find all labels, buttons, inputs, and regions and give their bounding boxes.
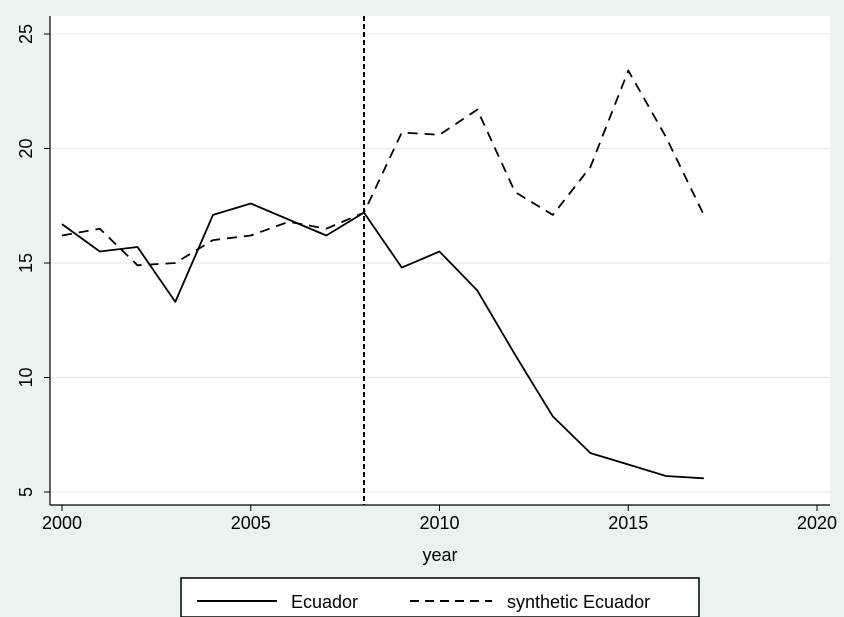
series-line-ecuador — [61, 202, 704, 480]
x-tick-label-2000: 2000 — [42, 513, 82, 533]
y-tick-label-15: 15 — [16, 253, 36, 273]
x-tick-label-2015: 2015 — [608, 513, 648, 533]
series-group — [61, 69, 705, 480]
y-tick-label-25: 25 — [16, 24, 36, 44]
y-tick-label-20: 20 — [16, 138, 36, 158]
tick-labels: 5 10 15 20 25 2000 2005 2010 2015 2020 — [16, 24, 837, 533]
x-tick-label-2010: 2010 — [419, 513, 459, 533]
gridlines — [50, 33, 830, 493]
x-tick-label-2020: 2020 — [797, 513, 837, 533]
x-tick-label-2005: 2005 — [231, 513, 271, 533]
legend-box — [180, 577, 700, 617]
legend: Ecuador synthetic Ecuador — [180, 577, 700, 617]
plot-area — [50, 16, 830, 505]
x-axis-title: year — [422, 545, 457, 565]
y-tick-label-5: 5 — [16, 487, 36, 497]
legend-label-synthetic-ecuador: synthetic Ecuador — [507, 592, 650, 612]
series-line-synthetic-ecuador — [61, 69, 705, 267]
y-tick-label-10: 10 — [16, 367, 36, 387]
axes — [44, 16, 830, 511]
legend-label-ecuador: Ecuador — [291, 592, 358, 612]
